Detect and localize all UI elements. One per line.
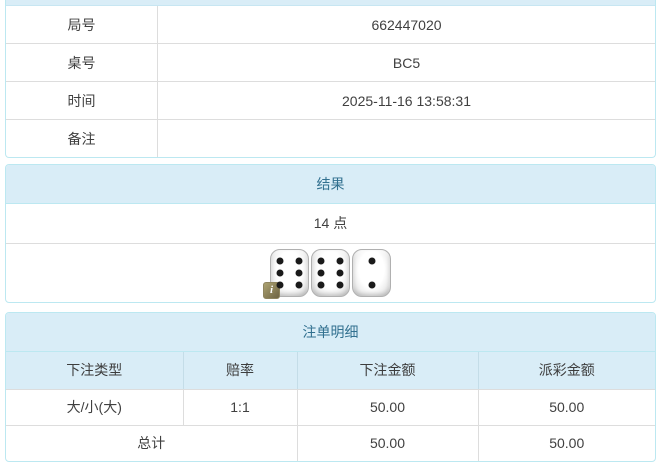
die-pip	[368, 281, 375, 289]
col-header-odds: 赔率	[182, 352, 297, 390]
die-pip	[336, 281, 344, 289]
col-header-bet-type: 下注类型	[6, 352, 183, 390]
cut-panel-header-strip	[6, 0, 655, 6]
die-pip	[368, 257, 375, 265]
bet-amount: 50.00	[296, 389, 478, 426]
bet-type: 大/小(大)	[6, 389, 183, 426]
die-pip	[317, 269, 325, 277]
bet-details-panel: 注单明细 下注类型 赔率 下注金额 派彩金额 大/小(大) 1:1 50.00 …	[5, 312, 656, 462]
info-icon[interactable]: i	[263, 282, 280, 299]
table-row: 时间 2025-11-16 13:58:31	[6, 82, 655, 120]
bet-odds: 1:1	[182, 389, 297, 426]
result-panel-title: 结果	[6, 165, 655, 204]
total-row: 总计 50.00 50.00	[6, 425, 655, 461]
die-pip	[336, 257, 344, 265]
total-payout-amount: 50.00	[477, 425, 655, 461]
die-2	[311, 249, 350, 297]
time-value: 2025-11-16 13:58:31	[342, 92, 471, 109]
dice-row: i	[6, 244, 655, 302]
die-pip	[317, 257, 325, 265]
bet-details-table: 下注类型 赔率 下注金额 派彩金额 大/小(大) 1:1 50.00 50.00…	[6, 352, 655, 461]
die-3	[352, 249, 391, 297]
remark-label: 备注	[6, 120, 158, 157]
table-id-label: 桌号	[6, 44, 158, 81]
col-header-bet-amount: 下注金额	[296, 352, 478, 390]
die-1: i	[263, 249, 309, 299]
die-pip	[317, 281, 325, 289]
total-bet-amount: 50.00	[296, 425, 478, 461]
total-label: 总计	[137, 435, 166, 452]
die-pip	[276, 281, 284, 289]
die-pip	[295, 257, 303, 265]
remark-value	[158, 120, 655, 157]
time-label: 时间	[6, 82, 158, 119]
result-points: 14 点	[6, 204, 655, 244]
die-pip	[276, 257, 284, 265]
die-pip	[276, 269, 284, 277]
bet-row: 大/小(大) 1:1 50.00 50.00	[6, 389, 655, 426]
table-row: 桌号 BC5	[6, 44, 655, 82]
game-info-panel: 局号 662447020 桌号 BC5 时间 2025-11-16 13:58:…	[5, 0, 656, 158]
table-row: 备注	[6, 120, 655, 157]
round-id-value: 662447020	[371, 16, 442, 33]
round-id-label: 局号	[6, 6, 158, 43]
result-panel: 结果 14 点 i	[5, 164, 656, 303]
table-id-value: BC5	[392, 54, 421, 71]
die-pip	[336, 269, 344, 277]
bet-details-title: 注单明细	[6, 313, 655, 352]
die-pip	[295, 269, 303, 277]
table-row: 局号 662447020	[6, 6, 655, 44]
payout-amount: 50.00	[477, 389, 655, 426]
die-pip	[295, 281, 303, 289]
bets-header-row: 下注类型 赔率 下注金额 派彩金额	[6, 352, 655, 390]
col-header-payout-amount: 派彩金额	[477, 352, 655, 390]
